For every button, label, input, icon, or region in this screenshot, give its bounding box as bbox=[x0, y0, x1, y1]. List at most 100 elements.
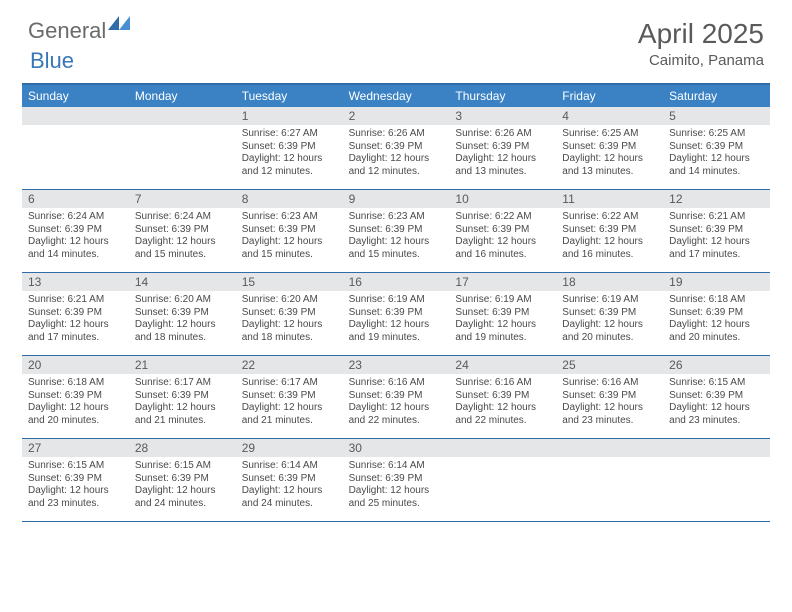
sunrise-line: Sunrise: 6:20 AM bbox=[135, 294, 230, 307]
sunrise-line: Sunrise: 6:21 AM bbox=[669, 211, 764, 224]
sunset-line: Sunset: 6:39 PM bbox=[28, 390, 123, 403]
day-body: Sunrise: 6:19 AMSunset: 6:39 PMDaylight:… bbox=[343, 291, 450, 348]
daylight-line: Daylight: 12 hours and 25 minutes. bbox=[349, 485, 444, 510]
day-cell: 11Sunrise: 6:22 AMSunset: 6:39 PMDayligh… bbox=[556, 190, 663, 272]
day-number: 24 bbox=[449, 356, 556, 374]
day-body: Sunrise: 6:14 AMSunset: 6:39 PMDaylight:… bbox=[236, 457, 343, 514]
dow-friday: Friday bbox=[556, 85, 663, 107]
day-number: 7 bbox=[129, 190, 236, 208]
weeks-container: 1Sunrise: 6:27 AMSunset: 6:39 PMDaylight… bbox=[22, 107, 770, 522]
sunrise-line: Sunrise: 6:14 AM bbox=[349, 460, 444, 473]
day-cell: 7Sunrise: 6:24 AMSunset: 6:39 PMDaylight… bbox=[129, 190, 236, 272]
day-cell: 4Sunrise: 6:25 AMSunset: 6:39 PMDaylight… bbox=[556, 107, 663, 189]
sunset-line: Sunset: 6:39 PM bbox=[349, 307, 444, 320]
day-body: Sunrise: 6:17 AMSunset: 6:39 PMDaylight:… bbox=[236, 374, 343, 431]
week-row: 6Sunrise: 6:24 AMSunset: 6:39 PMDaylight… bbox=[22, 190, 770, 273]
day-body: Sunrise: 6:20 AMSunset: 6:39 PMDaylight:… bbox=[236, 291, 343, 348]
location: Caimito, Panama bbox=[638, 52, 764, 69]
day-body: Sunrise: 6:16 AMSunset: 6:39 PMDaylight:… bbox=[556, 374, 663, 431]
sunset-line: Sunset: 6:39 PM bbox=[28, 224, 123, 237]
sunset-line: Sunset: 6:39 PM bbox=[349, 224, 444, 237]
day-number bbox=[663, 439, 770, 457]
daylight-line: Daylight: 12 hours and 20 minutes. bbox=[28, 402, 123, 427]
day-cell bbox=[556, 439, 663, 521]
sunrise-line: Sunrise: 6:26 AM bbox=[349, 128, 444, 141]
daylight-line: Daylight: 12 hours and 20 minutes. bbox=[669, 319, 764, 344]
dow-header-row: Sunday Monday Tuesday Wednesday Thursday… bbox=[22, 85, 770, 107]
sunset-line: Sunset: 6:39 PM bbox=[135, 224, 230, 237]
day-cell bbox=[129, 107, 236, 189]
logo: General bbox=[28, 18, 130, 44]
day-body: Sunrise: 6:22 AMSunset: 6:39 PMDaylight:… bbox=[556, 208, 663, 265]
day-number: 13 bbox=[22, 273, 129, 291]
sunrise-line: Sunrise: 6:17 AM bbox=[242, 377, 337, 390]
sunset-line: Sunset: 6:39 PM bbox=[562, 390, 657, 403]
sunset-line: Sunset: 6:39 PM bbox=[135, 473, 230, 486]
day-body: Sunrise: 6:19 AMSunset: 6:39 PMDaylight:… bbox=[556, 291, 663, 348]
daylight-line: Daylight: 12 hours and 19 minutes. bbox=[455, 319, 550, 344]
day-body: Sunrise: 6:23 AMSunset: 6:39 PMDaylight:… bbox=[236, 208, 343, 265]
day-body: Sunrise: 6:24 AMSunset: 6:39 PMDaylight:… bbox=[129, 208, 236, 265]
day-cell: 21Sunrise: 6:17 AMSunset: 6:39 PMDayligh… bbox=[129, 356, 236, 438]
sunrise-line: Sunrise: 6:15 AM bbox=[669, 377, 764, 390]
day-body: Sunrise: 6:26 AMSunset: 6:39 PMDaylight:… bbox=[449, 125, 556, 182]
day-number: 3 bbox=[449, 107, 556, 125]
sunset-line: Sunset: 6:39 PM bbox=[242, 473, 337, 486]
sunrise-line: Sunrise: 6:18 AM bbox=[28, 377, 123, 390]
day-cell: 29Sunrise: 6:14 AMSunset: 6:39 PMDayligh… bbox=[236, 439, 343, 521]
day-number: 17 bbox=[449, 273, 556, 291]
daylight-line: Daylight: 12 hours and 12 minutes. bbox=[242, 153, 337, 178]
dow-thursday: Thursday bbox=[449, 85, 556, 107]
sunrise-line: Sunrise: 6:24 AM bbox=[135, 211, 230, 224]
day-cell: 6Sunrise: 6:24 AMSunset: 6:39 PMDaylight… bbox=[22, 190, 129, 272]
day-body: Sunrise: 6:18 AMSunset: 6:39 PMDaylight:… bbox=[663, 291, 770, 348]
sunrise-line: Sunrise: 6:21 AM bbox=[28, 294, 123, 307]
day-number: 30 bbox=[343, 439, 450, 457]
day-body: Sunrise: 6:25 AMSunset: 6:39 PMDaylight:… bbox=[663, 125, 770, 182]
day-number: 16 bbox=[343, 273, 450, 291]
day-body: Sunrise: 6:16 AMSunset: 6:39 PMDaylight:… bbox=[343, 374, 450, 431]
day-number: 21 bbox=[129, 356, 236, 374]
sunset-line: Sunset: 6:39 PM bbox=[349, 141, 444, 154]
day-number: 27 bbox=[22, 439, 129, 457]
daylight-line: Daylight: 12 hours and 22 minutes. bbox=[455, 402, 550, 427]
day-number: 15 bbox=[236, 273, 343, 291]
sunset-line: Sunset: 6:39 PM bbox=[349, 473, 444, 486]
day-cell bbox=[663, 439, 770, 521]
logo-triangle-icon bbox=[108, 10, 130, 36]
sunset-line: Sunset: 6:39 PM bbox=[242, 224, 337, 237]
daylight-line: Daylight: 12 hours and 23 minutes. bbox=[28, 485, 123, 510]
sunrise-line: Sunrise: 6:19 AM bbox=[562, 294, 657, 307]
day-cell: 14Sunrise: 6:20 AMSunset: 6:39 PMDayligh… bbox=[129, 273, 236, 355]
day-cell bbox=[449, 439, 556, 521]
sunrise-line: Sunrise: 6:24 AM bbox=[28, 211, 123, 224]
sunrise-line: Sunrise: 6:22 AM bbox=[562, 211, 657, 224]
day-number: 22 bbox=[236, 356, 343, 374]
sunrise-line: Sunrise: 6:17 AM bbox=[135, 377, 230, 390]
day-cell: 10Sunrise: 6:22 AMSunset: 6:39 PMDayligh… bbox=[449, 190, 556, 272]
day-cell: 19Sunrise: 6:18 AMSunset: 6:39 PMDayligh… bbox=[663, 273, 770, 355]
sunrise-line: Sunrise: 6:18 AM bbox=[669, 294, 764, 307]
day-number bbox=[22, 107, 129, 125]
sunset-line: Sunset: 6:39 PM bbox=[669, 224, 764, 237]
sunrise-line: Sunrise: 6:15 AM bbox=[28, 460, 123, 473]
sunset-line: Sunset: 6:39 PM bbox=[135, 307, 230, 320]
day-cell: 18Sunrise: 6:19 AMSunset: 6:39 PMDayligh… bbox=[556, 273, 663, 355]
sunset-line: Sunset: 6:39 PM bbox=[242, 390, 337, 403]
day-number: 9 bbox=[343, 190, 450, 208]
daylight-line: Daylight: 12 hours and 23 minutes. bbox=[562, 402, 657, 427]
day-number: 10 bbox=[449, 190, 556, 208]
day-cell: 1Sunrise: 6:27 AMSunset: 6:39 PMDaylight… bbox=[236, 107, 343, 189]
sunset-line: Sunset: 6:39 PM bbox=[455, 141, 550, 154]
sunrise-line: Sunrise: 6:23 AM bbox=[349, 211, 444, 224]
daylight-line: Daylight: 12 hours and 24 minutes. bbox=[242, 485, 337, 510]
day-cell: 15Sunrise: 6:20 AMSunset: 6:39 PMDayligh… bbox=[236, 273, 343, 355]
day-cell bbox=[22, 107, 129, 189]
sunset-line: Sunset: 6:39 PM bbox=[349, 390, 444, 403]
title-block: April 2025 Caimito, Panama bbox=[638, 18, 764, 69]
day-number: 4 bbox=[556, 107, 663, 125]
daylight-line: Daylight: 12 hours and 18 minutes. bbox=[242, 319, 337, 344]
day-number: 5 bbox=[663, 107, 770, 125]
sunset-line: Sunset: 6:39 PM bbox=[28, 473, 123, 486]
week-row: 20Sunrise: 6:18 AMSunset: 6:39 PMDayligh… bbox=[22, 356, 770, 439]
